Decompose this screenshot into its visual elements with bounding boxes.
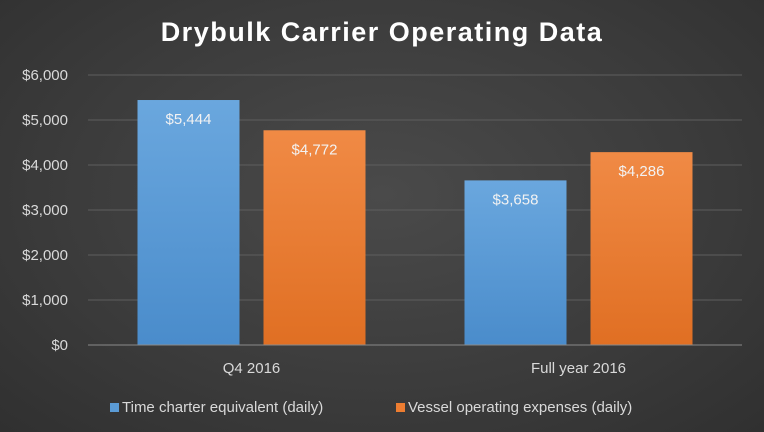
data-label: $4,286 xyxy=(619,163,665,180)
bar xyxy=(263,130,366,345)
y-tick-label: $4,000 xyxy=(22,157,68,174)
category-label: Q4 2016 xyxy=(223,360,281,377)
legend-label: Vessel operating expenses (daily) xyxy=(408,399,632,416)
bar xyxy=(590,152,693,345)
y-tick-label: $2,000 xyxy=(22,247,68,264)
bar xyxy=(137,100,240,346)
y-tick-label: $5,000 xyxy=(22,112,68,129)
y-tick-label: $3,000 xyxy=(22,202,68,219)
data-labels: $5,444 $4,772 $3,658 $4,286 xyxy=(166,111,665,208)
data-label: $3,658 xyxy=(493,191,539,208)
data-label: $4,772 xyxy=(292,141,338,158)
legend-item: Vessel operating expenses (daily) xyxy=(396,399,632,416)
data-label: $5,444 xyxy=(166,111,212,128)
legend: Time charter equivalent (daily) Vessel op… xyxy=(110,399,632,416)
y-axis-tick-labels: $0 $1,000 $2,000 $3,000 $4,000 $5,000 $6,000 xyxy=(22,67,68,354)
y-tick-label: $0 xyxy=(51,337,68,354)
chart-title: Drybulk Carrier Operating Data xyxy=(161,17,604,47)
legend-swatch xyxy=(110,403,119,412)
y-tick-label: $6,000 xyxy=(22,67,68,84)
bar xyxy=(464,180,567,345)
legend-item: Time charter equivalent (daily) xyxy=(110,399,323,416)
bars xyxy=(137,100,693,346)
legend-label: Time charter equivalent (daily) xyxy=(122,399,323,416)
x-axis-category-labels: Q4 2016 Full year 2016 xyxy=(223,360,626,377)
category-label: Full year 2016 xyxy=(531,360,626,377)
y-tick-label: $1,000 xyxy=(22,292,68,309)
legend-swatch xyxy=(396,403,405,412)
